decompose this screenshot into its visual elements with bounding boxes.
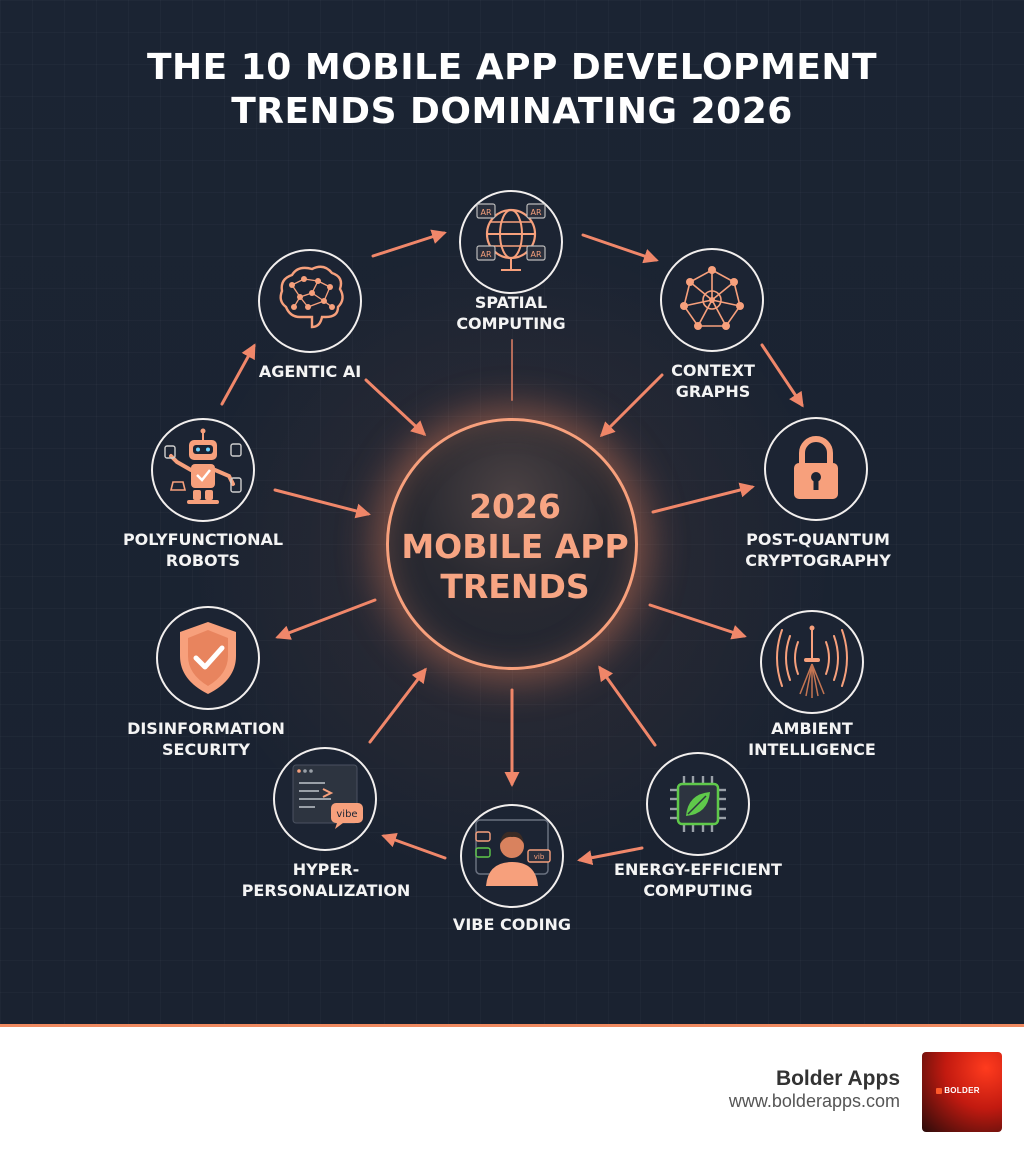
label-line: AGENTIC AI	[258, 362, 362, 381]
label-line: ROBOTS	[165, 551, 241, 570]
node-spatial-computing: AR AR AR AR	[459, 190, 563, 294]
arrow-disinfo-out	[275, 598, 377, 640]
label-context-graphs: CONTEXT GRAPHS	[671, 360, 755, 402]
person-chat-icon: vib	[475, 819, 551, 886]
hub-text: 2026 MOBILE APP TRENDS	[389, 487, 641, 607]
vibe-bubble-label: vibe	[336, 809, 357, 820]
arrow-robots-to-agentic	[220, 343, 256, 406]
ar-label: AR	[530, 250, 541, 259]
brain-network-icon	[279, 265, 344, 329]
label-line: SPATIAL	[474, 293, 548, 312]
label-line: GRAPHS	[675, 382, 751, 401]
label-ambient-intelligence: AMBIENT INTELLIGENCE	[748, 718, 876, 760]
ar-label: AR	[480, 208, 491, 217]
page-title: THE 10 MOBILE APP DEVELOPMENT TRENDS DOM…	[0, 46, 1024, 134]
label-hyper-personalization: HYPER- PERSONALIZATION	[242, 859, 411, 901]
ar-label: AR	[530, 208, 541, 217]
brand-url: www.bolderapps.com	[728, 1091, 900, 1111]
leaf-chip-icon	[670, 776, 726, 832]
label-line: CRYPTOGRAPHY	[745, 551, 891, 570]
label-agentic-ai: AGENTIC AI	[259, 361, 361, 382]
ar-globe-icon: AR AR AR AR	[476, 203, 546, 271]
arrow-context-in	[599, 373, 664, 438]
shield-check-icon	[180, 622, 236, 694]
footer-divider	[0, 1024, 1024, 1027]
title-line-2: TRENDS DOMINATING 2026	[231, 91, 793, 132]
label-polyfunctional-robots: POLYFUNCTIONAL ROBOTS	[123, 529, 283, 571]
ar-label: AR	[480, 250, 491, 259]
label-line: INTELLIGENCE	[748, 740, 876, 759]
label-line: HYPER-	[292, 860, 360, 879]
footer: Bolder Apps www.bolderapps.com BOLDER	[0, 1027, 1024, 1154]
label-line: VIBE CODING	[452, 915, 572, 934]
node-polyfunctional-robots	[151, 418, 255, 522]
arrow-spatial-to-context	[581, 233, 659, 264]
label-line: AMBIENT	[771, 719, 853, 738]
network-graph-icon	[680, 266, 744, 330]
code-window-icon: vibe	[292, 764, 363, 829]
arrow-agentic-to-spatial	[371, 229, 447, 258]
node-context-graphs	[660, 248, 764, 352]
hub-line-1: 2026	[469, 487, 561, 526]
node-agentic-ai	[258, 249, 362, 353]
label-line: COMPUTING	[643, 881, 753, 900]
hub-line-2: MOBILE APP	[401, 527, 629, 566]
infographic-canvas: THE 10 MOBILE APP DEVELOPMENT TRENDS DOM…	[0, 0, 1024, 1024]
connector-arrows	[220, 229, 804, 866]
label-line: DISINFORMATION	[127, 719, 285, 738]
label-vibe-coding: VIBE CODING	[453, 914, 571, 935]
robot-icon	[164, 428, 242, 504]
node-hyper-personalization: vibe	[273, 747, 377, 851]
central-hub: 2026 MOBILE APP TRENDS	[386, 418, 638, 670]
label-line: POLYFUNCTIONAL	[122, 530, 284, 549]
arrow-hyper-in	[368, 667, 427, 744]
node-ambient-intelligence	[760, 610, 864, 714]
label-line: POST-QUANTUM	[746, 530, 890, 549]
node-vibe-coding: vib	[460, 804, 564, 908]
node-disinformation-security	[156, 606, 260, 710]
logo-text: BOLDER	[944, 1086, 980, 1095]
label-disinformation-security: DISINFORMATION SECURITY	[127, 718, 285, 760]
arrow-pq-out	[651, 482, 755, 514]
label-line: PERSONALIZATION	[241, 881, 411, 900]
label-post-quantum-cryptography: POST-QUANTUM CRYPTOGRAPHY	[745, 529, 891, 571]
arrow-energy-in	[598, 665, 657, 747]
arrow-vibe-to-hyper	[381, 833, 447, 860]
arrow-robots-in	[273, 488, 371, 519]
brand-name: Bolder Apps	[775, 1067, 900, 1090]
label-line: COMPUTING	[456, 314, 566, 333]
hub-line-3: TRENDS	[440, 567, 590, 606]
arrow-ambient-in	[648, 603, 747, 640]
label-line: ENERGY-EFFICIENT	[614, 860, 782, 879]
arrow-agentic-in	[364, 378, 427, 437]
signal-waves-icon	[776, 625, 848, 698]
padlock-icon	[794, 436, 838, 499]
node-energy-efficient-computing	[646, 752, 750, 856]
label-energy-efficient-computing: ENERGY-EFFICIENT COMPUTING	[614, 859, 782, 901]
node-post-quantum-cryptography	[764, 417, 868, 521]
bolder-logo: BOLDER	[922, 1052, 1002, 1132]
logo-mark-icon	[936, 1088, 942, 1094]
title-line-1: THE 10 MOBILE APP DEVELOPMENT	[146, 47, 878, 88]
arrow-context-to-pq	[760, 343, 804, 408]
label-line: CONTEXT	[671, 361, 755, 380]
label-spatial-computing: SPATIAL COMPUTING	[456, 292, 565, 334]
label-line: SECURITY	[162, 740, 250, 759]
arrow-energy-to-vibe	[577, 846, 644, 866]
vibe-bubble-label: vib	[534, 853, 545, 861]
